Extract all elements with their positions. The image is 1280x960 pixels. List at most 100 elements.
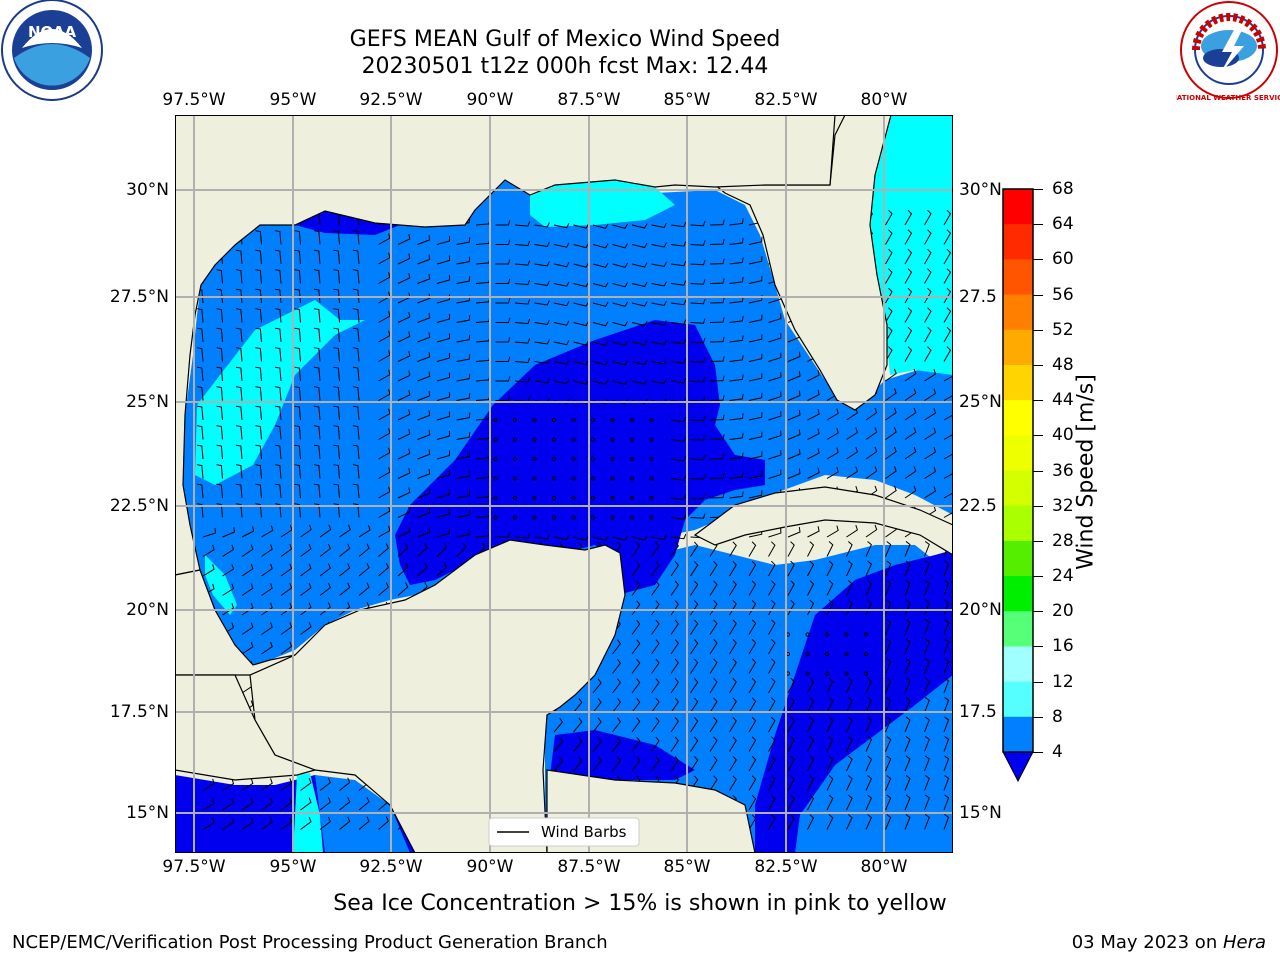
calm-marker — [629, 456, 635, 462]
calm-marker — [512, 495, 518, 501]
wind-barb — [255, 249, 262, 265]
wind-barb — [651, 222, 667, 229]
wind-barb — [690, 600, 699, 616]
wind-barb — [748, 755, 757, 772]
wind-barb — [865, 814, 872, 830]
wind-barb — [631, 678, 641, 694]
wind-barb — [924, 326, 932, 343]
wind-barb — [865, 599, 872, 616]
wind-barb — [924, 369, 937, 382]
wind-barb — [241, 622, 254, 635]
wind-barb — [865, 716, 872, 733]
lat-tick-left: 17.5°N — [109, 702, 169, 722]
wind-barb — [573, 360, 589, 366]
lon-tick-bottom: 87.5°W — [557, 857, 621, 877]
colorbar-tick-label: 48 — [1052, 354, 1074, 375]
wind-barb — [436, 333, 451, 343]
wind-barb — [222, 544, 235, 557]
wind-barb — [690, 298, 706, 305]
wind-barb — [612, 756, 622, 772]
wind-barb — [300, 816, 312, 830]
wind-barb — [670, 377, 687, 384]
wind-barb — [768, 638, 776, 655]
wind-barb — [313, 230, 321, 245]
wind-barb — [241, 602, 254, 616]
wind-barb — [592, 243, 609, 249]
wind-barb — [943, 307, 952, 323]
wind-barb — [553, 223, 570, 229]
wind-barb — [709, 619, 718, 635]
wind-barb — [196, 405, 204, 421]
wind-barb — [631, 756, 641, 772]
wind-barb — [885, 388, 897, 401]
wind-barb — [807, 467, 820, 479]
wind-barb — [495, 532, 511, 538]
wind-barb — [397, 487, 411, 499]
wind-barb — [573, 243, 589, 249]
wind-barb — [280, 524, 293, 538]
wind-barb — [495, 395, 511, 402]
wind-barb — [709, 317, 725, 323]
calm-marker — [610, 417, 615, 423]
wind-barb — [456, 334, 471, 343]
noaa-logo: NOAA — [1, 0, 103, 101]
wind-barb — [397, 582, 409, 596]
wind-barb — [241, 563, 254, 577]
wind-barb — [495, 259, 511, 265]
colorbar-tick-mark — [1033, 576, 1043, 578]
wind-barb — [319, 797, 331, 811]
wind-barb — [709, 434, 725, 440]
wind-barb — [216, 327, 223, 343]
wind-barb — [339, 524, 351, 538]
calm-marker — [610, 495, 615, 501]
colorbar-segment — [1003, 189, 1033, 225]
wind-barb — [748, 431, 763, 440]
wind-barb — [352, 483, 360, 499]
wind-barb — [274, 347, 282, 362]
wind-barb — [495, 278, 511, 285]
lat-tick-right: 20°N — [959, 600, 1002, 620]
wind-barb — [807, 560, 815, 577]
calm-marker — [649, 515, 654, 520]
wind-barb — [904, 755, 911, 772]
lat-tick-right: 15°N — [959, 803, 1002, 823]
wind-barb — [846, 427, 858, 440]
colorbar-tick-mark — [1033, 681, 1043, 683]
colorbar-tick-label: 28 — [1052, 530, 1074, 551]
wind-barb — [943, 580, 950, 596]
wind-barb — [274, 327, 282, 343]
wind-barb — [436, 411, 451, 421]
wind-barb — [768, 450, 782, 460]
wind-barb — [904, 658, 911, 674]
wind-barb — [235, 444, 243, 460]
wind-barb — [280, 583, 293, 596]
wind-barb — [612, 262, 628, 268]
wind-barb — [397, 506, 411, 518]
wind-barb — [378, 467, 391, 479]
wind-barb — [235, 366, 243, 382]
wind-barb — [904, 229, 913, 245]
wind-barb — [235, 269, 243, 284]
wind-barb — [885, 638, 892, 655]
lon-tick-top: 92.5°W — [359, 90, 423, 110]
wind-barb — [319, 777, 331, 791]
wind-barb — [729, 716, 737, 733]
wind-barb — [787, 677, 795, 694]
wind-barb — [592, 535, 609, 541]
calm-marker — [571, 417, 576, 423]
wind-barb — [592, 360, 609, 366]
wind-barb — [352, 288, 360, 304]
wind-barb — [924, 388, 937, 401]
wind-barb — [241, 817, 254, 830]
wind-barb — [885, 775, 892, 791]
wind-barb — [865, 775, 872, 791]
wind-barb — [943, 414, 953, 421]
wind-barb — [943, 755, 950, 772]
wind-barb — [222, 583, 235, 596]
wind-barb — [885, 755, 892, 772]
wind-barb — [631, 541, 641, 557]
wind-barb — [417, 390, 431, 401]
wind-barb — [319, 524, 332, 538]
wind-barb — [514, 221, 531, 227]
wind-barb — [235, 425, 243, 440]
